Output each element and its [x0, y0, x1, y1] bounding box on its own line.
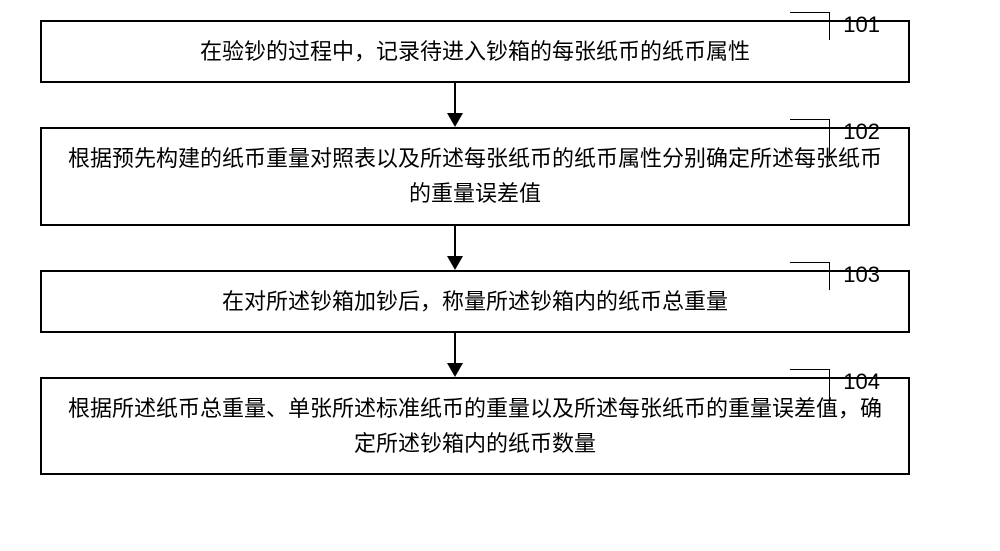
bracket-1 — [790, 12, 830, 40]
arrow-2 — [447, 226, 463, 270]
arrow-head-1 — [447, 113, 463, 127]
step-box-3: 在对所述钞箱加钞后，称量所述钞箱内的纸币总重量 — [40, 270, 910, 333]
step-row-2: 根据预先构建的纸币重量对照表以及所述每张纸币的纸币属性分别确定所述每张纸币的重量… — [40, 127, 960, 225]
arrow-line-1 — [454, 83, 456, 113]
step-text-2: 根据预先构建的纸币重量对照表以及所述每张纸币的纸币属性分别确定所述每张纸币的重量… — [62, 141, 888, 211]
arrow-3 — [447, 333, 463, 377]
arrow-1 — [447, 83, 463, 127]
step-label-3: 103 — [843, 262, 880, 288]
bracket-3 — [790, 262, 830, 290]
step-text-1: 在验钞的过程中，记录待进入钞箱的每张纸币的纸币属性 — [200, 34, 750, 69]
step-box-2: 根据预先构建的纸币重量对照表以及所述每张纸币的纸币属性分别确定所述每张纸币的重量… — [40, 127, 910, 225]
step-box-4: 根据所述纸币总重量、单张所述标准纸币的重量以及所述每张纸币的重量误差值，确定所述… — [40, 377, 910, 475]
step-row-1: 在验钞的过程中，记录待进入钞箱的每张纸币的纸币属性 101 — [40, 20, 960, 83]
step-label-2: 102 — [843, 119, 880, 145]
bracket-2 — [790, 119, 830, 161]
arrow-head-3 — [447, 363, 463, 377]
step-text-3: 在对所述钞箱加钞后，称量所述钞箱内的纸币总重量 — [222, 284, 728, 319]
arrow-head-2 — [447, 256, 463, 270]
step-row-3: 在对所述钞箱加钞后，称量所述钞箱内的纸币总重量 103 — [40, 270, 960, 333]
flowchart-container: 在验钞的过程中，记录待进入钞箱的每张纸币的纸币属性 101 根据预先构建的纸币重… — [40, 20, 960, 475]
arrow-line-2 — [454, 226, 456, 256]
step-label-1: 101 — [843, 12, 880, 38]
bracket-4 — [790, 369, 830, 411]
step-label-4: 104 — [843, 369, 880, 395]
step-row-4: 根据所述纸币总重量、单张所述标准纸币的重量以及所述每张纸币的重量误差值，确定所述… — [40, 377, 960, 475]
step-box-1: 在验钞的过程中，记录待进入钞箱的每张纸币的纸币属性 — [40, 20, 910, 83]
step-text-4: 根据所述纸币总重量、单张所述标准纸币的重量以及所述每张纸币的重量误差值，确定所述… — [62, 391, 888, 461]
arrow-line-3 — [454, 333, 456, 363]
